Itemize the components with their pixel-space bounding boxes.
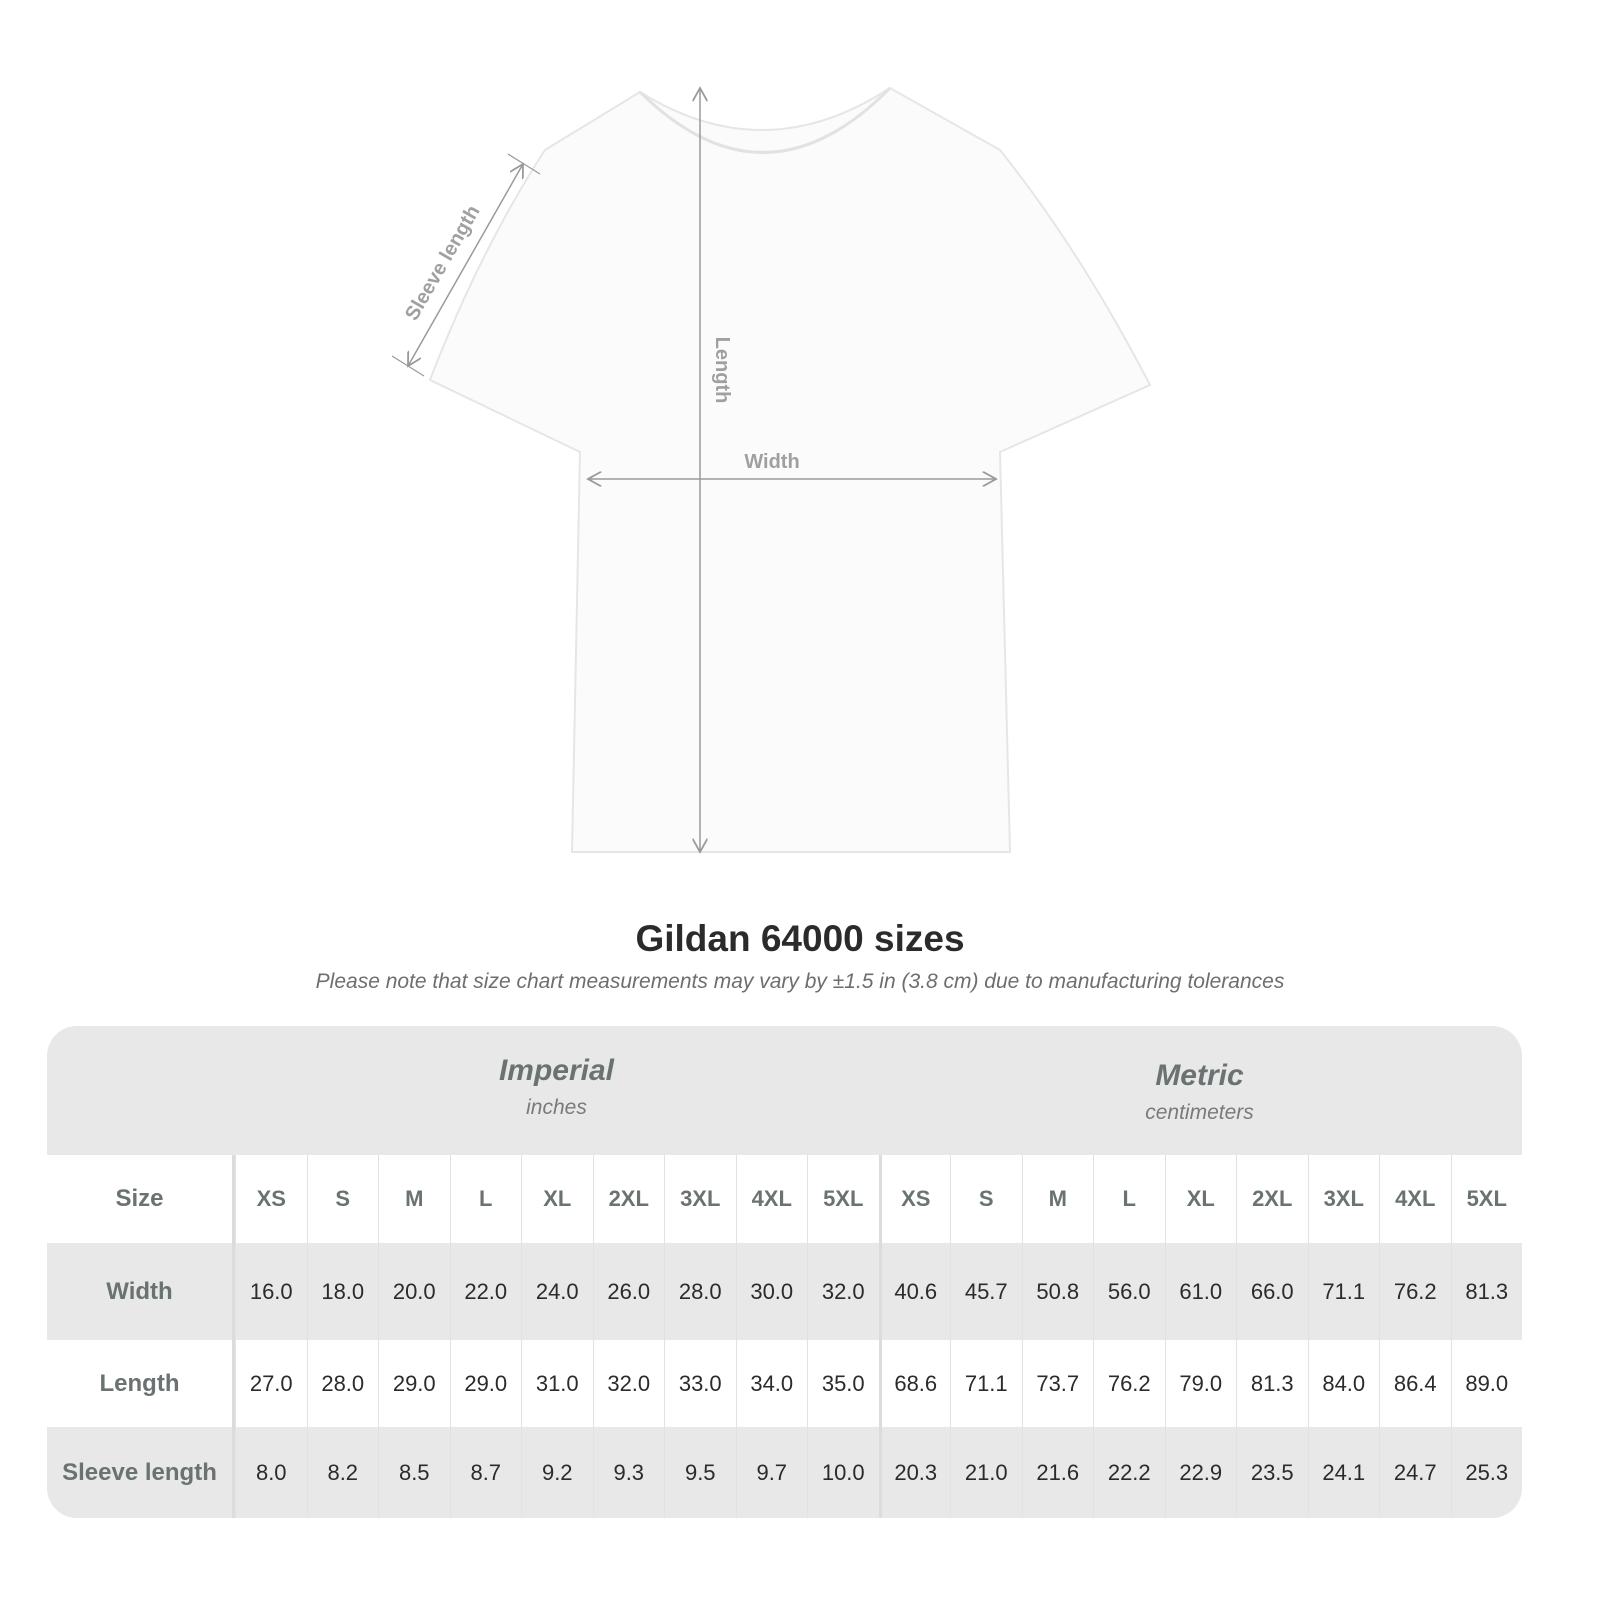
size-row: Size XS S M L XL 2XL 3XL 4XL 5XL XS S M L XL 2XL 3XL 4XL 5… bbox=[47, 1155, 1522, 1243]
table-cell-imperial: 8.7 bbox=[449, 1427, 522, 1518]
table-cell-metric: 24.1 bbox=[1307, 1427, 1380, 1518]
collar bbox=[638, 86, 892, 154]
table-row: Sleeve length 8.0 8.2 8.5 8.7 9.2 9.3 9.5 9.7 10.… bbox=[47, 1427, 1522, 1518]
table-cell-imperial: 32.0 bbox=[592, 1340, 665, 1427]
table-cell-imperial: 9.3 bbox=[592, 1427, 665, 1518]
size-header-metric: XL bbox=[1164, 1155, 1237, 1243]
table-cell-metric: 71.1 bbox=[950, 1340, 1022, 1427]
table-cell-imperial: 35.0 bbox=[807, 1340, 879, 1427]
metric-unit: centimeters bbox=[1145, 1101, 1254, 1124]
table-cell-imperial: 18.0 bbox=[306, 1243, 379, 1340]
table-cell-metric: 23.5 bbox=[1236, 1427, 1308, 1518]
size-header-metric: 2XL bbox=[1236, 1155, 1308, 1243]
table-cell-imperial: 20.0 bbox=[378, 1243, 450, 1340]
table-cell-metric: 86.4 bbox=[1379, 1340, 1451, 1427]
sleeve-line-tick bbox=[391, 355, 425, 377]
size-header-metric: XS bbox=[878, 1155, 951, 1243]
table-cell-metric: 21.6 bbox=[1021, 1427, 1094, 1518]
table-cell-metric: 45.7 bbox=[950, 1243, 1022, 1340]
table-cell-metric: 76.2 bbox=[1093, 1340, 1165, 1427]
table-cell-metric: 56.0 bbox=[1093, 1243, 1165, 1340]
table-cell-metric: 22.9 bbox=[1164, 1427, 1237, 1518]
size-header-imperial: 3XL bbox=[664, 1155, 736, 1243]
imperial-unit: inches bbox=[526, 1096, 587, 1119]
imperial-header: Imperial inches bbox=[235, 1026, 878, 1155]
size-header-metric: 4XL bbox=[1379, 1155, 1451, 1243]
table-cell-metric: 84.0 bbox=[1307, 1340, 1380, 1427]
size-header-metric: 5XL bbox=[1450, 1155, 1523, 1243]
row-label: Width bbox=[47, 1243, 235, 1340]
table-cell-metric: 40.6 bbox=[878, 1243, 951, 1340]
table-cell-imperial: 29.0 bbox=[449, 1340, 522, 1427]
imperial-title: Imperial bbox=[498, 1054, 615, 1087]
table-cell-metric: 73.7 bbox=[1021, 1340, 1094, 1427]
tolerance-note: Please note that size chart measurements… bbox=[315, 970, 1285, 993]
size-header-imperial: M bbox=[378, 1155, 450, 1243]
table-cell-imperial: 8.0 bbox=[235, 1427, 307, 1518]
table-cell-metric: 20.3 bbox=[878, 1427, 951, 1518]
table-cell-metric: 81.3 bbox=[1450, 1243, 1523, 1340]
size-header-imperial: XS bbox=[235, 1155, 307, 1243]
page-title: Gildan 64000 sizes bbox=[635, 918, 965, 959]
table-cell-imperial: 33.0 bbox=[664, 1340, 736, 1427]
row-band bbox=[47, 1243, 1522, 1340]
row-label: Length bbox=[47, 1340, 235, 1427]
table-cell-metric: 66.0 bbox=[1236, 1243, 1308, 1340]
table-cell-imperial: 9.7 bbox=[735, 1427, 808, 1518]
size-header-imperial: 4XL bbox=[735, 1155, 808, 1243]
metric-title: Metric bbox=[1155, 1059, 1244, 1092]
size-header-imperial: 2XL bbox=[592, 1155, 665, 1243]
size-header-imperial: 5XL bbox=[807, 1155, 879, 1243]
size-table: Imperial inches Metric centimeters Size X… bbox=[47, 1026, 1522, 1518]
size-header-imperial: L bbox=[449, 1155, 522, 1243]
table-cell-imperial: 27.0 bbox=[235, 1340, 307, 1427]
table-cell-imperial: 8.5 bbox=[378, 1427, 450, 1518]
table-cell-imperial: 9.5 bbox=[664, 1427, 736, 1518]
table-cell-metric: 71.1 bbox=[1307, 1243, 1380, 1340]
size-header-metric: S bbox=[950, 1155, 1022, 1243]
size-header-imperial: S bbox=[306, 1155, 379, 1243]
table-cell-imperial: 22.0 bbox=[449, 1243, 522, 1340]
header-band bbox=[47, 1026, 1522, 1155]
table-cell-metric: 89.0 bbox=[1450, 1340, 1523, 1427]
table-cell-metric: 61.0 bbox=[1164, 1243, 1237, 1340]
length-label: Length bbox=[711, 337, 733, 404]
table-cell-metric: 24.7 bbox=[1379, 1427, 1451, 1518]
table-cell-imperial: 32.0 bbox=[807, 1243, 879, 1340]
table-cell-imperial: 8.2 bbox=[306, 1427, 379, 1518]
table-cell-metric: 25.3 bbox=[1450, 1427, 1523, 1518]
table-row: Width 16.0 18.0 20.0 22.0 24.0 26.0 28.0 30.0 32.… bbox=[47, 1243, 1522, 1340]
row-band bbox=[47, 1427, 1522, 1518]
size-header-metric: 3XL bbox=[1307, 1155, 1380, 1243]
size-header-metric: M bbox=[1021, 1155, 1094, 1243]
table-cell-metric: 79.0 bbox=[1164, 1340, 1237, 1427]
table-cell-metric: 76.2 bbox=[1379, 1243, 1451, 1340]
table-cell-imperial: 10.0 bbox=[807, 1427, 879, 1518]
size-header-metric: L bbox=[1093, 1155, 1165, 1243]
table-row: Length 27.0 28.0 29.0 29.0 31.0 32.0 33.0 34.0 35… bbox=[47, 1340, 1522, 1427]
table-cell-metric: 81.3 bbox=[1236, 1340, 1308, 1427]
size-header-imperial: XL bbox=[521, 1155, 593, 1243]
table-cell-imperial: 28.0 bbox=[664, 1243, 736, 1340]
size-label: Size bbox=[47, 1155, 235, 1243]
metric-header: Metric centimeters bbox=[878, 1026, 1521, 1155]
table-cell-imperial: 26.0 bbox=[592, 1243, 665, 1340]
table-cell-imperial: 24.0 bbox=[521, 1243, 593, 1340]
row-label: Sleeve length bbox=[47, 1427, 235, 1518]
table-cell-metric: 50.8 bbox=[1021, 1243, 1094, 1340]
tshirt-measurement-diagram: Sleeve length Length Width bbox=[391, 0, 1152, 900]
table-cell-imperial: 28.0 bbox=[306, 1340, 379, 1427]
width-label: Width bbox=[744, 451, 799, 473]
table-cell-metric: 21.0 bbox=[950, 1427, 1022, 1518]
table-cell-imperial: 30.0 bbox=[735, 1243, 808, 1340]
table-cell-imperial: 29.0 bbox=[378, 1340, 450, 1427]
sleeve-line bbox=[408, 164, 523, 366]
table-cell-metric: 22.2 bbox=[1093, 1427, 1165, 1518]
table-cell-metric: 68.6 bbox=[878, 1340, 951, 1427]
table-cell-imperial: 9.2 bbox=[521, 1427, 593, 1518]
table-cell-imperial: 34.0 bbox=[735, 1340, 808, 1427]
table-cell-imperial: 16.0 bbox=[235, 1243, 307, 1340]
sleeve-line-tick bbox=[507, 153, 541, 175]
table-cell-imperial: 31.0 bbox=[521, 1340, 593, 1427]
